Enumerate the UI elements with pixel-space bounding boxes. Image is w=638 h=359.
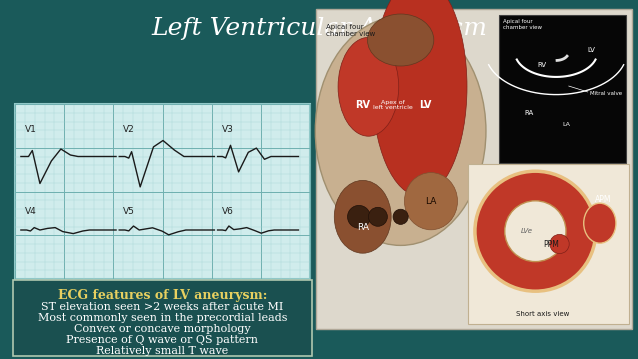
Text: Presence of Q wave or QS pattern: Presence of Q wave or QS pattern: [66, 335, 258, 345]
Text: PPM: PPM: [544, 240, 560, 249]
Text: Short axis view: Short axis view: [516, 311, 569, 317]
Text: Mitral valve: Mitral valve: [590, 91, 623, 96]
FancyBboxPatch shape: [15, 104, 310, 279]
Text: V1: V1: [25, 126, 37, 135]
Text: LV: LV: [588, 47, 596, 53]
Text: V2: V2: [123, 126, 135, 135]
Ellipse shape: [584, 203, 616, 243]
FancyBboxPatch shape: [500, 15, 626, 163]
Ellipse shape: [334, 181, 391, 253]
Ellipse shape: [367, 14, 434, 66]
Text: Apex of
left ventricle: Apex of left ventricle: [373, 99, 413, 111]
Text: Apical four
chamber view: Apical four chamber view: [326, 24, 375, 37]
Text: Convex or concave morphology: Convex or concave morphology: [74, 324, 251, 334]
Text: LV: LV: [419, 100, 431, 110]
Text: V4: V4: [25, 207, 36, 216]
Text: APM: APM: [595, 195, 611, 204]
FancyBboxPatch shape: [316, 9, 632, 329]
Text: Most commonly seen in the precordial leads: Most commonly seen in the precordial lea…: [38, 313, 287, 323]
Ellipse shape: [338, 37, 399, 136]
Ellipse shape: [475, 171, 596, 291]
Text: LA: LA: [563, 122, 570, 127]
Text: V6: V6: [221, 207, 234, 216]
Text: Apical four
chamber view: Apical four chamber view: [503, 19, 542, 30]
Text: LVe: LVe: [521, 228, 533, 234]
Circle shape: [348, 205, 370, 228]
Text: LA: LA: [426, 197, 436, 206]
FancyBboxPatch shape: [13, 280, 312, 356]
FancyBboxPatch shape: [468, 164, 629, 324]
Ellipse shape: [550, 234, 569, 253]
Text: RV: RV: [355, 100, 370, 110]
Text: RV: RV: [537, 62, 546, 68]
Text: RA: RA: [357, 223, 369, 232]
Ellipse shape: [372, 0, 467, 196]
Text: RA: RA: [524, 111, 534, 117]
Text: Relatively small T wave: Relatively small T wave: [96, 346, 228, 356]
Text: V3: V3: [221, 126, 234, 135]
Circle shape: [368, 207, 387, 226]
Ellipse shape: [315, 17, 486, 246]
Text: V5: V5: [123, 207, 135, 216]
Ellipse shape: [505, 201, 566, 262]
Ellipse shape: [404, 173, 457, 230]
Text: ECG features of LV aneurysm:: ECG features of LV aneurysm:: [58, 289, 267, 302]
Circle shape: [393, 209, 408, 224]
Text: ST elevation seen >2 weeks after acute MI: ST elevation seen >2 weeks after acute M…: [41, 302, 284, 312]
Text: Left Ventricular Aneurysm: Left Ventricular Aneurysm: [151, 17, 487, 40]
